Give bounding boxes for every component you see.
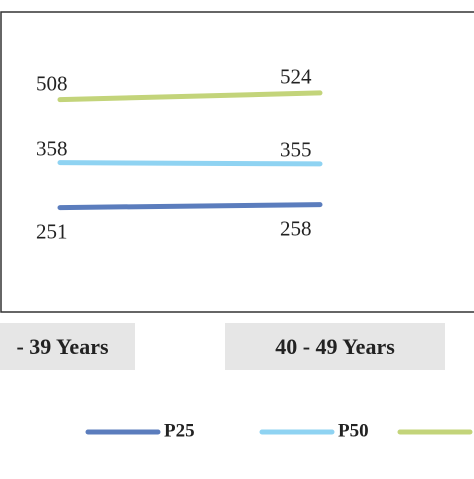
x-tick-label: - 39 Years [16,334,108,359]
data-label: 258 [280,216,312,240]
data-label: 358 [36,136,68,160]
x-tick-label: 40 - 49 Years [275,334,395,359]
category-box [0,323,135,370]
legend-label: P50 [338,420,369,441]
data-label: 355 [280,138,312,162]
data-label: 524 [280,65,312,89]
category-box [225,323,445,370]
plot-frame [0,11,474,313]
series-line [57,160,323,167]
data-label: 508 [36,71,68,95]
data-label: 251 [36,219,68,243]
series-line [57,90,323,103]
series-line [57,202,323,211]
legend-label: P25 [164,420,195,441]
